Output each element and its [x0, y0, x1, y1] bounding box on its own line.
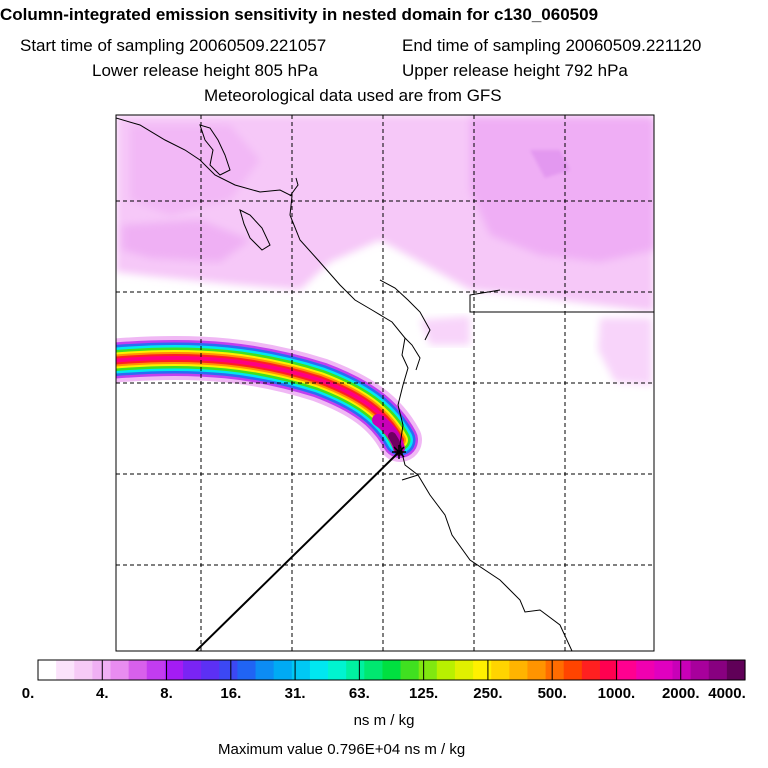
colorbar-swatch [201, 660, 220, 680]
colorbar-tick-label: 63. [348, 685, 370, 702]
colorbar-swatch [291, 660, 311, 680]
colorbar-swatch [128, 660, 148, 680]
colorbar-swatch [56, 660, 75, 680]
low-sensitivity-field [116, 115, 654, 385]
colorbar-swatch [654, 660, 674, 680]
colorbar-tick-label: 250. [473, 685, 503, 702]
maximum-value: Maximum value 0.796E+04 ns m / kg [218, 741, 466, 758]
colorbar-swatch [473, 660, 492, 680]
colorbar-swatch [92, 660, 112, 680]
colorbar-swatch [219, 660, 239, 680]
colorbar-swatch [164, 660, 184, 680]
flight-track-line [195, 451, 400, 651]
colorbar-swatch [581, 660, 601, 680]
colorbar-swatch [146, 660, 166, 680]
colorbar-tick-label: 31. [284, 685, 306, 702]
colorbar-swatch [346, 660, 365, 680]
colorbar-units: ns m / kg [353, 712, 415, 729]
release-point-marker [392, 445, 406, 459]
colorbar-swatch [491, 660, 510, 680]
colorbar-swatch [509, 660, 529, 680]
colorbar-swatch [38, 660, 57, 680]
colorbar-swatch [599, 660, 619, 680]
colorbar-tick-label: 8. [160, 685, 173, 702]
map-frame [115, 114, 655, 652]
colorbar-tick-label: 4. [96, 685, 109, 702]
colorbar-swatch [364, 660, 384, 680]
colorbar-swatch [255, 660, 275, 680]
colorbar-tick-label: 4000. [708, 685, 746, 702]
colorbar-swatch [726, 660, 746, 680]
lower-release-height: Lower release height 805 hPa [92, 61, 318, 80]
colorbar-swatch [74, 660, 93, 680]
colorbar [37, 659, 746, 681]
meteorological-data-note: Meteorological data used are from GFS [204, 86, 502, 105]
colorbar-tick-label: 500. [537, 685, 567, 702]
upper-release-height: Upper release height 792 hPa [402, 61, 628, 80]
colorbar-swatch [618, 660, 637, 680]
colorbar-swatch [690, 660, 710, 680]
colorbar-swatch [545, 660, 565, 680]
colorbar-swatch [418, 660, 438, 680]
colorbar-swatch [708, 660, 728, 680]
colorbar-swatch [436, 660, 456, 680]
colorbar-swatch [400, 660, 420, 680]
colorbar-swatch [672, 660, 692, 680]
colorbar-swatch [382, 660, 402, 680]
colorbar-tick-label: 2000. [661, 685, 700, 702]
plot-title: Column-integrated emission sensitivity i… [0, 5, 599, 24]
colorbar-swatch [273, 660, 293, 680]
colorbar-swatch [309, 660, 329, 680]
colorbar-swatch [527, 660, 547, 680]
lat-lon-grid [116, 115, 654, 651]
colorbar-ticks [37, 660, 746, 680]
emission-plume [116, 335, 422, 462]
colorbar-swatch [183, 660, 202, 680]
colorbar-tick-label: 1000. [597, 685, 636, 702]
colorbar-tick-label: 0. [21, 685, 35, 702]
colorbar-tick-label: 125. [409, 685, 439, 702]
colorbar-swatch [110, 660, 130, 680]
coastline [116, 117, 654, 651]
start-time: Start time of sampling 20060509.221057 [20, 36, 327, 55]
colorbar-swatch [636, 660, 655, 680]
colorbar-swatch [563, 660, 583, 680]
colorbar-swatch [237, 660, 257, 680]
colorbar-tick-label: 16. [220, 685, 242, 702]
colorbar-swatch [328, 660, 347, 680]
colorbar-swatch [454, 660, 474, 680]
end-time: End time of sampling 20060509.221120 [402, 36, 702, 55]
